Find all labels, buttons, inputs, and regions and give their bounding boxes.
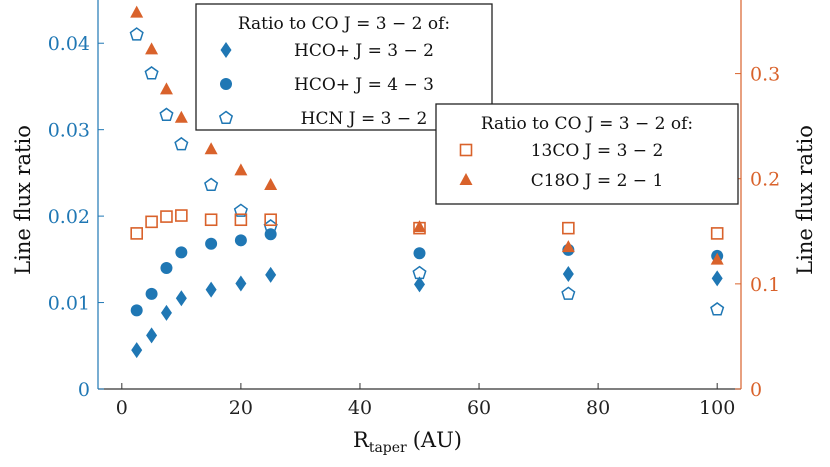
data-point (204, 142, 218, 155)
legend-label: HCO+ J = 3 − 2 (294, 41, 434, 61)
x-axis-title-main: R (353, 428, 370, 452)
data-point (234, 213, 248, 227)
data-point (146, 327, 158, 344)
legend-title: Ratio to CO J = 3 − 2 of: (238, 14, 450, 34)
y-left-tick-label: 0.04 (48, 33, 90, 55)
data-point (710, 302, 725, 316)
series-hco-j-3-2 (131, 266, 723, 359)
data-point (130, 5, 144, 18)
legend-box (435, 103, 739, 205)
y-left-tick-label: 0.03 (48, 120, 90, 142)
legend-marker (220, 42, 232, 58)
data-point (561, 286, 576, 300)
y-left-tick-label: 0.01 (48, 293, 90, 315)
axis-ticks: 0 20 40 60 80 100 0 0.01 0.02 0.03 0.04 0 0.1 0.2 0.3 (48, 33, 781, 419)
data-point (204, 177, 219, 191)
data-point (710, 227, 724, 240)
legend-marker (459, 143, 473, 157)
data-point (129, 27, 144, 41)
data-point (175, 246, 188, 259)
data-point (159, 107, 174, 121)
legend-right-axis: Ratio to CO J = 3 − 2 of: 13CO J = 3 − 2 C… (435, 103, 739, 205)
data-point (233, 203, 248, 217)
data-point (145, 287, 158, 300)
legend-title: Ratio to CO J = 3 − 2 of: (481, 114, 693, 134)
x-axis-title-unit: (AU) (413, 428, 462, 452)
x-tick-label: 40 (348, 397, 372, 419)
data-marks (129, 5, 725, 359)
x-tick-label: 60 (467, 397, 491, 419)
data-point (234, 163, 248, 176)
series-13co-j-3-2 (130, 209, 724, 240)
series-c18o-j-2-1 (130, 5, 724, 265)
data-point (130, 304, 143, 317)
data-point (144, 66, 159, 80)
y-left-tick-label: 0.02 (48, 206, 90, 228)
data-point (562, 221, 575, 235)
data-point (131, 342, 143, 359)
data-point (413, 220, 426, 233)
data-point (160, 304, 172, 321)
data-point (175, 209, 188, 222)
data-point (159, 82, 173, 95)
y-right-tick-label: 0.3 (750, 64, 780, 86)
y-right-tick-label: 0 (750, 379, 762, 401)
data-point (204, 213, 218, 227)
data-point (174, 110, 188, 123)
y-right-tick-label: 0.2 (750, 169, 780, 191)
legend-marker (218, 110, 234, 125)
data-point (160, 210, 173, 223)
x-tick-label: 20 (229, 397, 253, 419)
data-point (264, 213, 277, 227)
data-point (145, 215, 158, 229)
x-tick-label: 80 (586, 397, 610, 419)
x-axis-title: Rtaper (AU) (353, 428, 462, 456)
y-axis-title-left: Line flux ratio (11, 125, 35, 275)
x-axis-title-sub: taper (369, 440, 407, 456)
data-point (145, 42, 159, 55)
data-point (264, 178, 278, 191)
legend-label: HCO+ J = 4 − 3 (294, 75, 434, 95)
data-point (413, 247, 426, 260)
y-axis-title-right: Line flux ratio (793, 125, 817, 275)
data-point (174, 136, 189, 151)
legend-label: HCN J = 3 − 2 (301, 109, 428, 129)
legend-marker (220, 78, 232, 90)
legend-label: 13CO J = 3 − 2 (531, 141, 664, 161)
y-left-tick-label: 0 (78, 379, 90, 401)
data-point (711, 270, 723, 287)
data-point (160, 261, 173, 274)
legend-marker (459, 173, 473, 185)
data-point (710, 252, 724, 265)
data-point (235, 275, 247, 292)
data-point (205, 237, 218, 250)
data-point (562, 266, 574, 283)
data-point (234, 234, 247, 247)
data-point (414, 276, 425, 293)
data-point (130, 227, 143, 240)
data-point (175, 290, 187, 307)
data-point (205, 281, 217, 298)
data-point (265, 266, 277, 283)
y-right-tick-label: 0.1 (750, 274, 780, 296)
legend-label: C18O J = 2 − 1 (531, 171, 664, 191)
data-point (412, 265, 427, 280)
series-hco-j-4-3 (130, 228, 724, 317)
x-tick-label: 100 (699, 397, 735, 419)
plot-frame (97, 0, 742, 390)
x-tick-label: 0 (116, 397, 128, 419)
data-point (561, 240, 575, 253)
